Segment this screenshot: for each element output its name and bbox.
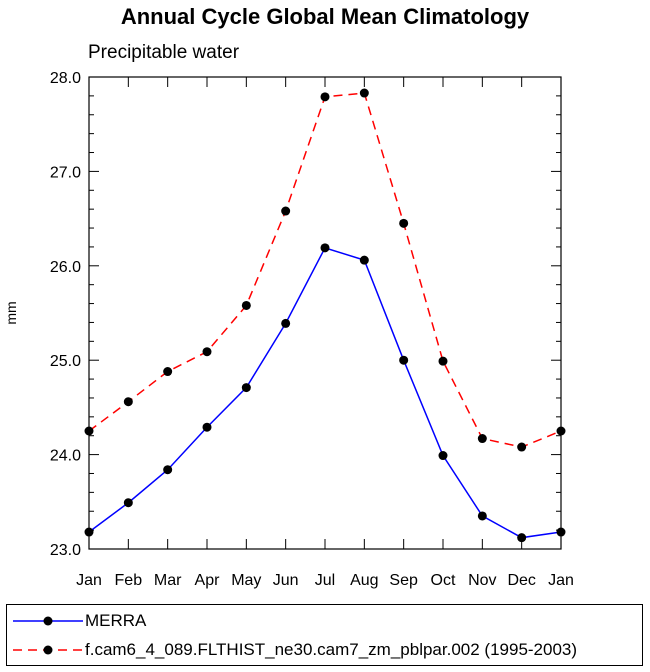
series-0-point — [359, 255, 369, 265]
series-1-point — [320, 92, 330, 102]
series-1-point — [556, 426, 566, 436]
series-1-point — [241, 300, 251, 310]
chart-title: Annual Cycle Global Mean Climatology — [121, 4, 530, 29]
series-0-point — [163, 465, 173, 475]
chart: Annual Cycle Global Mean Climatology Pre… — [3, 4, 574, 589]
y-tick-label: 25.0 — [50, 353, 81, 370]
axis-ticks: Jan Feb Mar Apr May Jun Jul Aug Sep Oct Nov Dec Jan 2… — [50, 70, 574, 589]
series-0-point — [241, 383, 251, 393]
series-1-point — [438, 356, 448, 366]
series-line-1 — [88, 92, 562, 448]
x-tick-label: Jul — [315, 572, 335, 589]
series-0-point — [123, 498, 133, 508]
series-0-point — [202, 422, 212, 432]
series-1-point — [359, 88, 369, 98]
series-1-point — [84, 426, 94, 436]
y-tick-label: 28.0 — [50, 70, 81, 87]
legend-marker-merra — [13, 616, 83, 626]
series-1-point — [123, 397, 133, 407]
legend-label-model: f.cam6_4_089.FLTHIST_ne30.cam7_zm_pblpar… — [85, 640, 578, 659]
legend-item-model: f.cam6_4_089.FLTHIST_ne30.cam7_zm_pblpar… — [7, 636, 642, 664]
series-1-point — [281, 206, 291, 216]
y-tick-label: 27.0 — [50, 164, 81, 181]
series-0-point — [281, 318, 291, 328]
x-tick-label: Jun — [273, 572, 299, 589]
series-0-point — [399, 355, 409, 365]
series-0-point — [556, 527, 566, 537]
x-tick-label: Aug — [350, 572, 378, 589]
x-tick-label: Apr — [195, 572, 221, 589]
x-tick-label: May — [231, 572, 261, 589]
x-tick-label: Dec — [507, 572, 535, 589]
plot-frame — [88, 76, 562, 550]
y-tick-label: 24.0 — [50, 448, 81, 465]
series-0-point — [438, 451, 448, 461]
series-0-point — [84, 527, 94, 537]
x-tick-label: Sep — [389, 572, 418, 589]
x-tick-label: Oct — [431, 572, 456, 589]
series-layer — [84, 88, 566, 543]
legend-label-merra: MERRA — [85, 611, 147, 630]
y-axis-label: mm — [3, 301, 19, 324]
series-0-point — [477, 511, 487, 521]
legend: MERRA f.cam6_4_089.FLTHIST_ne30.cam7_zm_… — [6, 604, 643, 666]
series-0-point — [517, 533, 527, 543]
x-tick-label: Nov — [468, 572, 496, 589]
series-1-point — [163, 367, 173, 377]
chart-subtitle: Precipitable water — [88, 42, 240, 63]
series-1-point — [202, 347, 212, 357]
series-1-point — [399, 218, 409, 228]
legend-item-merra: MERRA — [7, 607, 642, 635]
series-0-point — [320, 243, 330, 253]
y-tick-label: 23.0 — [50, 542, 81, 559]
legend-marker-model — [13, 645, 83, 655]
x-tick-label: Mar — [154, 572, 182, 589]
series-line-0 — [88, 246, 562, 539]
y-tick-label: 26.0 — [50, 259, 81, 276]
x-tick-label: Jan — [76, 572, 102, 589]
x-tick-label: Jan — [548, 572, 574, 589]
series-1-point — [517, 442, 527, 452]
series-1-point — [477, 434, 487, 444]
x-tick-label: Feb — [115, 572, 143, 589]
